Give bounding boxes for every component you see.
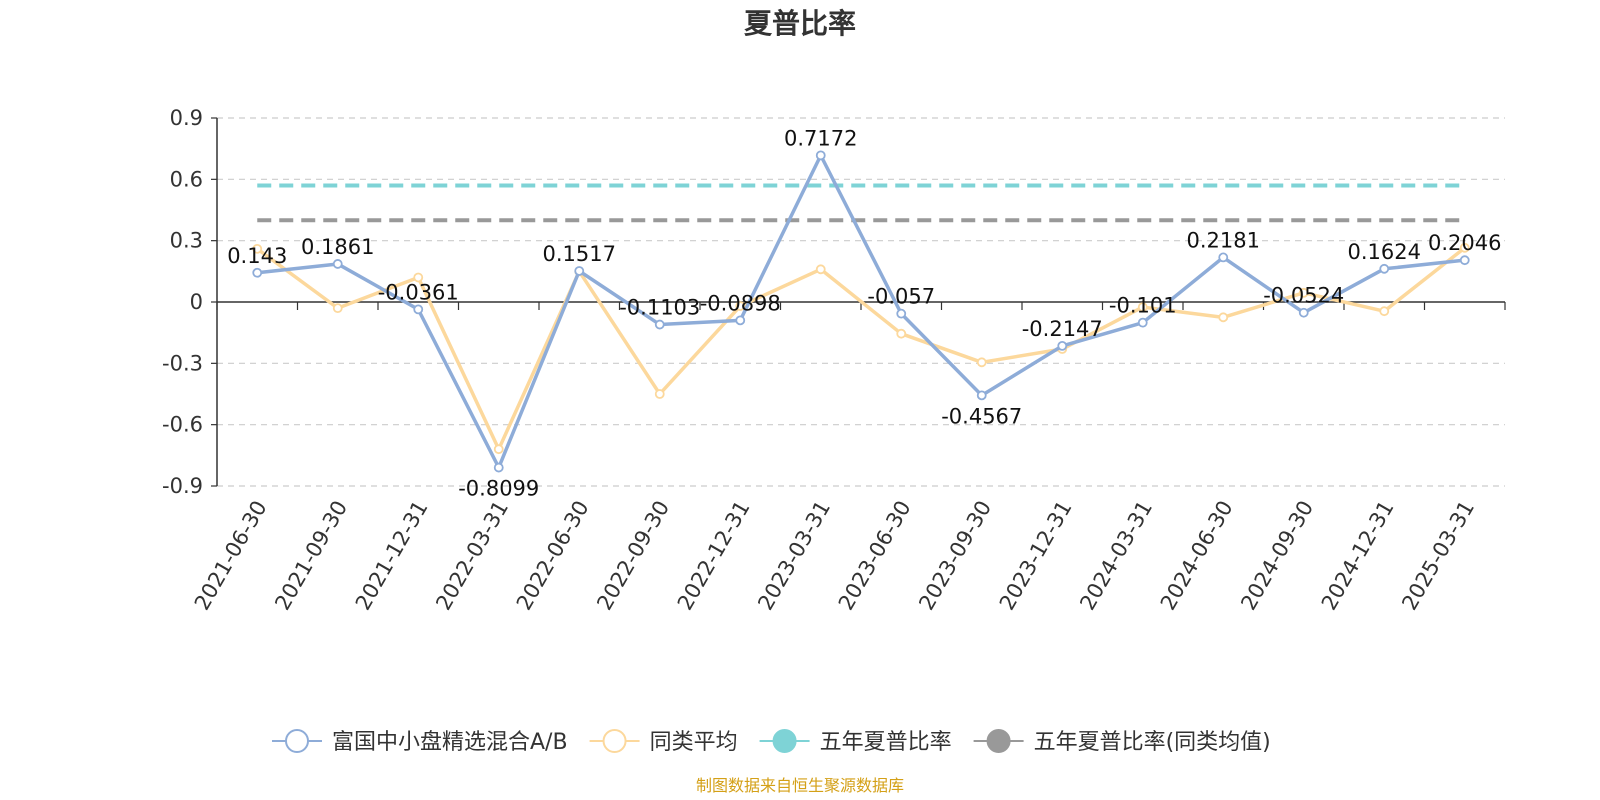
reference-lines — [257, 183, 1465, 223]
x-tick-label: 2024-06-30 — [1156, 497, 1238, 615]
x-tick-label: 2023-12-31 — [995, 497, 1077, 615]
data-point — [735, 301, 746, 311]
legend-item: 同类平均 — [589, 729, 738, 755]
data-point — [493, 444, 504, 455]
legend-marker — [602, 729, 627, 753]
data-point — [1379, 263, 1390, 274]
x-tick-label: 2023-03-31 — [753, 497, 835, 615]
series-line — [256, 246, 1466, 451]
y-tick-label: 0.3 — [170, 229, 203, 253]
data-point — [252, 267, 263, 278]
legend-marker — [285, 729, 309, 753]
series-lines — [252, 150, 1470, 473]
data-point — [413, 304, 424, 315]
legend-marker — [772, 729, 797, 753]
data-label: 0.2046 — [1428, 231, 1501, 255]
data-label: 0.2181 — [1187, 228, 1260, 252]
data-point — [735, 315, 746, 326]
data-label: -0.8099 — [458, 477, 539, 501]
data-label: -0.057 — [867, 285, 935, 309]
data-point — [654, 389, 665, 399]
data-point — [815, 150, 826, 161]
legend-label: 五年夏普比率(同类均值) — [1034, 730, 1271, 755]
data-point — [1298, 307, 1309, 318]
data-point — [1218, 312, 1229, 323]
legend: 富国中小盘精选混合A/B 同类平均 五年夏普比率 五年夏普比率(同类均值) — [272, 729, 1271, 755]
data-point — [815, 264, 826, 275]
data-point — [252, 243, 263, 254]
data-point — [1379, 306, 1390, 317]
data-point — [1459, 242, 1470, 253]
x-tick-label: 2025-03-31 — [1397, 497, 1479, 615]
x-tick-label: 2021-06-30 — [190, 497, 272, 615]
legend-item: 五年夏普比率 — [759, 729, 952, 755]
data-label: -0.0361 — [378, 280, 459, 304]
y-tick-label: -0.3 — [162, 351, 203, 375]
y-tick-label: 0 — [190, 290, 203, 314]
x-tick-label: 2024-09-30 — [1236, 497, 1318, 615]
x-tick-label: 2022-09-30 — [592, 497, 674, 615]
y-tick-label: 0.6 — [170, 167, 203, 191]
data-point — [976, 390, 987, 401]
data-label: -0.101 — [1109, 294, 1177, 318]
data-point — [493, 462, 504, 473]
data-point — [1057, 340, 1068, 351]
data-point — [896, 328, 907, 339]
data-point — [413, 272, 424, 283]
data-point — [1137, 302, 1148, 313]
data-point — [332, 303, 343, 314]
x-tick-label: 2023-06-30 — [834, 497, 916, 615]
x-tick-label: 2022-12-31 — [673, 497, 755, 615]
series-line — [257, 153, 1465, 470]
data-label: -0.4567 — [941, 404, 1022, 428]
data-point — [654, 319, 665, 330]
legend-marker — [986, 729, 1011, 753]
x-tick-label: 2023-09-30 — [914, 497, 996, 615]
x-tick-label: 2021-09-30 — [270, 497, 352, 615]
data-label: -0.0524 — [1263, 284, 1344, 308]
data-label: 0.143 — [227, 244, 287, 268]
source-note: 制图数据来自恒生聚源数据库 — [696, 776, 904, 795]
legend-label: 五年夏普比率 — [820, 730, 952, 755]
data-label: -0.2147 — [1022, 317, 1103, 341]
data-point — [1137, 317, 1148, 328]
x-tick-label: 2021-12-31 — [351, 497, 433, 615]
data-label: 0.1624 — [1348, 240, 1421, 264]
x-tick-label: 2022-06-30 — [512, 497, 594, 615]
y-tick-label: -0.6 — [162, 413, 203, 437]
data-point — [976, 357, 987, 368]
x-tick-label: 2022-03-31 — [431, 497, 513, 615]
data-label: -0.0898 — [700, 291, 781, 315]
data-point — [574, 266, 585, 276]
y-tick-label: -0.9 — [162, 474, 203, 498]
data-label: 0.7172 — [784, 126, 857, 150]
data-point — [896, 308, 907, 319]
data-label: -0.1103 — [619, 296, 700, 320]
x-tick-label: 2024-12-31 — [1317, 497, 1399, 615]
data-point — [1218, 252, 1229, 263]
legend-label: 同类平均 — [650, 730, 738, 755]
y-tick-label: 0.9 — [170, 106, 203, 130]
chart-title: 夏普比率 — [744, 7, 856, 40]
legend-label: 富国中小盘精选混合A/B — [332, 730, 568, 755]
legend-item: 富国中小盘精选混合A/B — [272, 729, 568, 755]
data-point — [332, 259, 343, 269]
legend-item: 五年夏普比率(同类均值) — [973, 729, 1271, 755]
x-tick-label: 2024-03-31 — [1075, 497, 1157, 615]
data-point — [1298, 287, 1309, 298]
data-label: 0.1861 — [301, 235, 374, 259]
grid-lines — [217, 117, 1505, 487]
data-point — [1459, 255, 1470, 266]
data-label: 0.1517 — [543, 242, 616, 266]
